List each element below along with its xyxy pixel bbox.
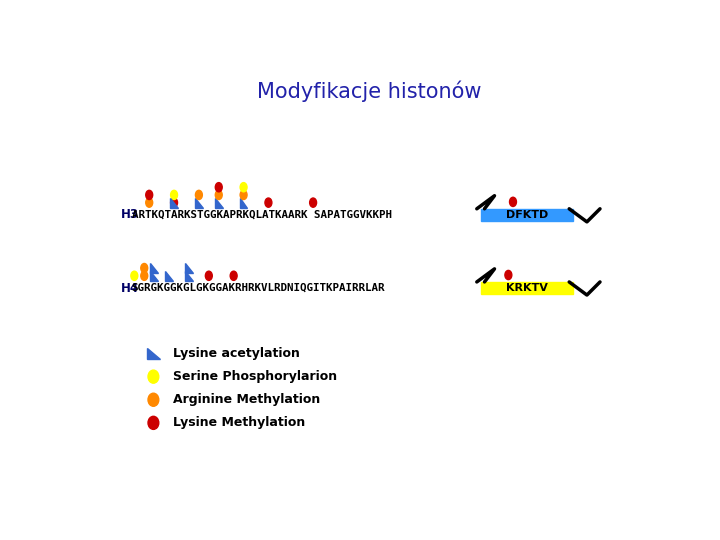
Text: ARTKQTARKSTGGKAPRKQLATKAARK SAPATGGVKKPH: ARTKQTARKSTGGKAPRKQLATKAARK SAPATGGVKKPH bbox=[132, 210, 392, 220]
Ellipse shape bbox=[141, 271, 148, 280]
Text: Lysine Methylation: Lysine Methylation bbox=[173, 416, 305, 429]
Ellipse shape bbox=[215, 190, 222, 200]
Polygon shape bbox=[150, 263, 158, 273]
Bar bbox=[481, 209, 573, 221]
Ellipse shape bbox=[171, 198, 178, 207]
Ellipse shape bbox=[265, 198, 272, 207]
Bar bbox=[481, 282, 573, 294]
Ellipse shape bbox=[240, 183, 247, 192]
Ellipse shape bbox=[505, 271, 512, 280]
Ellipse shape bbox=[131, 271, 138, 280]
Ellipse shape bbox=[145, 190, 153, 200]
Polygon shape bbox=[148, 348, 160, 359]
Polygon shape bbox=[150, 271, 158, 281]
Ellipse shape bbox=[510, 197, 516, 206]
Ellipse shape bbox=[171, 190, 178, 200]
Text: H3: H3 bbox=[121, 208, 139, 221]
Polygon shape bbox=[215, 198, 222, 208]
Text: Lysine acetylation: Lysine acetylation bbox=[173, 347, 300, 360]
Ellipse shape bbox=[148, 416, 159, 429]
Polygon shape bbox=[165, 271, 173, 281]
Ellipse shape bbox=[230, 271, 237, 280]
Ellipse shape bbox=[205, 271, 212, 280]
Polygon shape bbox=[170, 198, 178, 208]
Text: Serine Phosphorylarion: Serine Phosphorylarion bbox=[173, 370, 337, 383]
Polygon shape bbox=[185, 271, 193, 281]
Text: SGRGKGGKGLGKGGAKRHRKVLRDNIQGITKPAIRRLAR: SGRGKGGKGLGKGGAKRHRKVLRDNIQGITKPAIRRLAR bbox=[132, 283, 385, 293]
Ellipse shape bbox=[148, 393, 159, 406]
Polygon shape bbox=[185, 263, 193, 273]
Ellipse shape bbox=[310, 198, 317, 207]
Ellipse shape bbox=[145, 198, 153, 207]
Ellipse shape bbox=[240, 190, 247, 200]
Ellipse shape bbox=[195, 190, 202, 200]
Ellipse shape bbox=[141, 264, 148, 273]
Text: KRKTV: KRKTV bbox=[506, 283, 548, 293]
Polygon shape bbox=[240, 198, 248, 208]
Ellipse shape bbox=[148, 370, 159, 383]
Text: Modyfikacje histonów: Modyfikacje histonów bbox=[257, 81, 481, 103]
Text: Arginine Methylation: Arginine Methylation bbox=[173, 393, 320, 406]
Polygon shape bbox=[195, 198, 203, 208]
Text: DFKTD: DFKTD bbox=[505, 210, 548, 220]
Text: H4: H4 bbox=[121, 281, 139, 295]
Ellipse shape bbox=[215, 183, 222, 192]
